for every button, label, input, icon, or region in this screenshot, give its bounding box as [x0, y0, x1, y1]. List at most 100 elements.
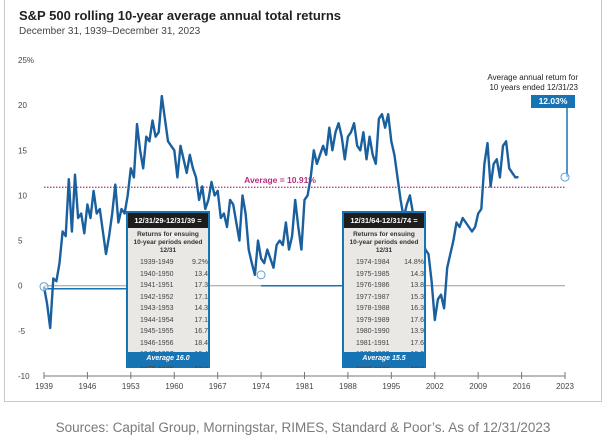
y-tick-label: 5: [18, 237, 23, 246]
x-tick-label: 2009: [469, 382, 487, 391]
callout-row-period: 1944-1954: [140, 316, 174, 324]
callout-box-1929-1939: 12/31/29-12/31/39 = -0.1% Returns for en…: [126, 211, 210, 370]
callout-row-period: 1975-1985: [356, 270, 390, 278]
callout-row: 1977-1987 15.3: [344, 292, 424, 304]
callout-row: 1981-1991 17.6: [344, 338, 424, 350]
highlight-point: [39, 282, 49, 292]
callout-row-period: 1941-1951: [140, 282, 174, 289]
callout-average: Average 16.0: [128, 352, 208, 366]
x-tick-label: 1974: [252, 382, 270, 391]
callout-sub-line1: Returns for ensuing: [137, 231, 199, 238]
chart-subtitle: December 31, 1939–December 31, 2023: [19, 26, 201, 37]
callout-row: 1975-1985 14.3: [344, 269, 424, 281]
callout-row-value: 17.6: [410, 316, 424, 324]
average-label: Average = 10.91%: [244, 175, 316, 185]
y-tick-label: -10: [18, 372, 30, 381]
callout-row-period: 1940-1950: [140, 270, 174, 278]
callout-row-period: 1981-1991: [356, 339, 390, 347]
callout-row-value: 16.3: [410, 305, 424, 312]
callout-row-value: 9.2%: [192, 259, 208, 266]
y-tick-label: 15: [18, 146, 27, 155]
x-tick-label: 2016: [513, 382, 531, 391]
chart-frame: [4, 0, 602, 402]
callout-row: 1983-1993 15.0: [344, 361, 424, 373]
callout-row-period: 1974-1984: [356, 259, 390, 266]
callout-row-period: 1939-1949: [140, 259, 174, 266]
callout-row: 1974-1984 14.8%: [344, 257, 424, 269]
callout-row: 1941-1951 17.3: [128, 280, 208, 292]
callout-row: 1980-1990 13.9: [344, 326, 424, 338]
callout-row-value: 18.4: [194, 339, 208, 347]
callout-row: 1976-1986 13.8: [344, 280, 424, 292]
callout-row: 1948-1958 20.1: [128, 361, 208, 373]
x-tick-label: 1960: [165, 382, 183, 391]
callout-row-period: 1976-1986: [356, 282, 390, 289]
x-tick-label: 1939: [35, 382, 53, 391]
x-tick-label: 1981: [296, 382, 314, 391]
y-tick-label: 25%: [18, 56, 34, 65]
callout-row-value: 17.3: [194, 282, 208, 289]
callout-row: 1939-1949 9.2%: [128, 257, 208, 269]
callout-sub-line2: 10-year periods ended 12/31: [349, 239, 419, 254]
callout-row-value: 15.0: [410, 362, 424, 370]
callout-row: 1979-1989 17.6: [344, 315, 424, 327]
callout-row: 1978-1988 16.3: [344, 303, 424, 315]
x-tick-label: 1988: [339, 382, 357, 391]
callout-row-period: 1980-1990: [356, 328, 390, 335]
latest-label-line2: 10 years ended 12/31/23: [489, 83, 578, 92]
callout-row-period: 1945-1955: [140, 328, 174, 335]
callout-row: 1946-1956 18.4: [128, 338, 208, 350]
latest-return-badge: 12.03%: [531, 95, 575, 108]
x-tick-label: 1995: [382, 382, 400, 391]
y-tick-label: 20: [18, 101, 27, 110]
x-tick-label: 2023: [556, 382, 574, 391]
callout-row-period: 1977-1987: [356, 293, 390, 301]
callout-subtitle: Returns for ensuing 10-year periods ended…: [344, 228, 424, 255]
y-tick-label: 10: [18, 191, 27, 200]
callout-row-value: 15.3: [410, 293, 424, 301]
callout-row-period: 1948-1958: [140, 362, 174, 370]
callout-row-value: 14.8%: [404, 259, 424, 266]
x-tick-label: 1946: [79, 382, 97, 391]
series-line: [42, 94, 519, 330]
callout-row: 1940-1950 13.4: [128, 269, 208, 281]
callout-row-period: 1983-1993: [356, 362, 390, 370]
x-tick-label: 1953: [122, 382, 140, 391]
source-note: Sources: Capital Group, Morningstar, RIM…: [55, 420, 551, 435]
callout-row-value: 17.1: [194, 316, 208, 324]
callout-row-value: 14.3: [410, 270, 424, 278]
callout-row-value: 13.8: [410, 282, 424, 289]
callout-row-period: 1978-1988: [356, 305, 390, 312]
callout-sub-line2: 10-year periods ended 12/31: [133, 239, 203, 254]
callout-row: 1944-1954 17.1: [128, 315, 208, 327]
latest-label-line1: Average annual return for: [487, 73, 578, 82]
callout-row: 1942-1952 17.1: [128, 292, 208, 304]
callout-row: 1945-1955 16.7: [128, 326, 208, 338]
callout-row-value: 20.1: [194, 362, 208, 370]
callout-row-value: 17.1: [194, 293, 208, 301]
y-tick-label: -5: [18, 327, 26, 336]
callout-box-1964-1974: 12/31/64-12/31/74 = 1.2% Returns for ens…: [342, 211, 426, 370]
x-tick-label: 1967: [209, 382, 227, 391]
callout-sub-line1: Returns for ensuing: [353, 231, 415, 238]
callout-row-value: 16.7: [194, 328, 208, 335]
callout-row: 1943-1953 14.3: [128, 303, 208, 315]
highlight-point: [256, 270, 266, 280]
callout-row-period: 1943-1953: [140, 305, 174, 312]
callout-row-period: 1979-1989: [356, 316, 390, 324]
y-tick-label: 0: [18, 282, 23, 291]
callout-header: 12/31/64-12/31/74 = 1.2%: [344, 213, 424, 240]
callout-row-period: 1946-1956: [140, 339, 174, 347]
callout-row-value: 14.3: [194, 305, 208, 312]
callout-header: 12/31/29-12/31/39 = -0.1%: [128, 213, 208, 240]
latest-return-label: Average annual return for 10 years ended…: [487, 73, 578, 93]
callout-row-period: 1942-1952: [140, 293, 174, 301]
highlight-point: [560, 172, 570, 182]
callout-row-value: 13.9: [410, 328, 424, 335]
x-tick-label: 2002: [426, 382, 444, 391]
callout-row-value: 17.6: [410, 339, 424, 347]
callout-average: Average 15.5: [344, 352, 424, 366]
chart-title: S&P 500 rolling 10-year average annual t…: [19, 8, 341, 23]
callout-subtitle: Returns for ensuing 10-year periods ended…: [128, 228, 208, 255]
